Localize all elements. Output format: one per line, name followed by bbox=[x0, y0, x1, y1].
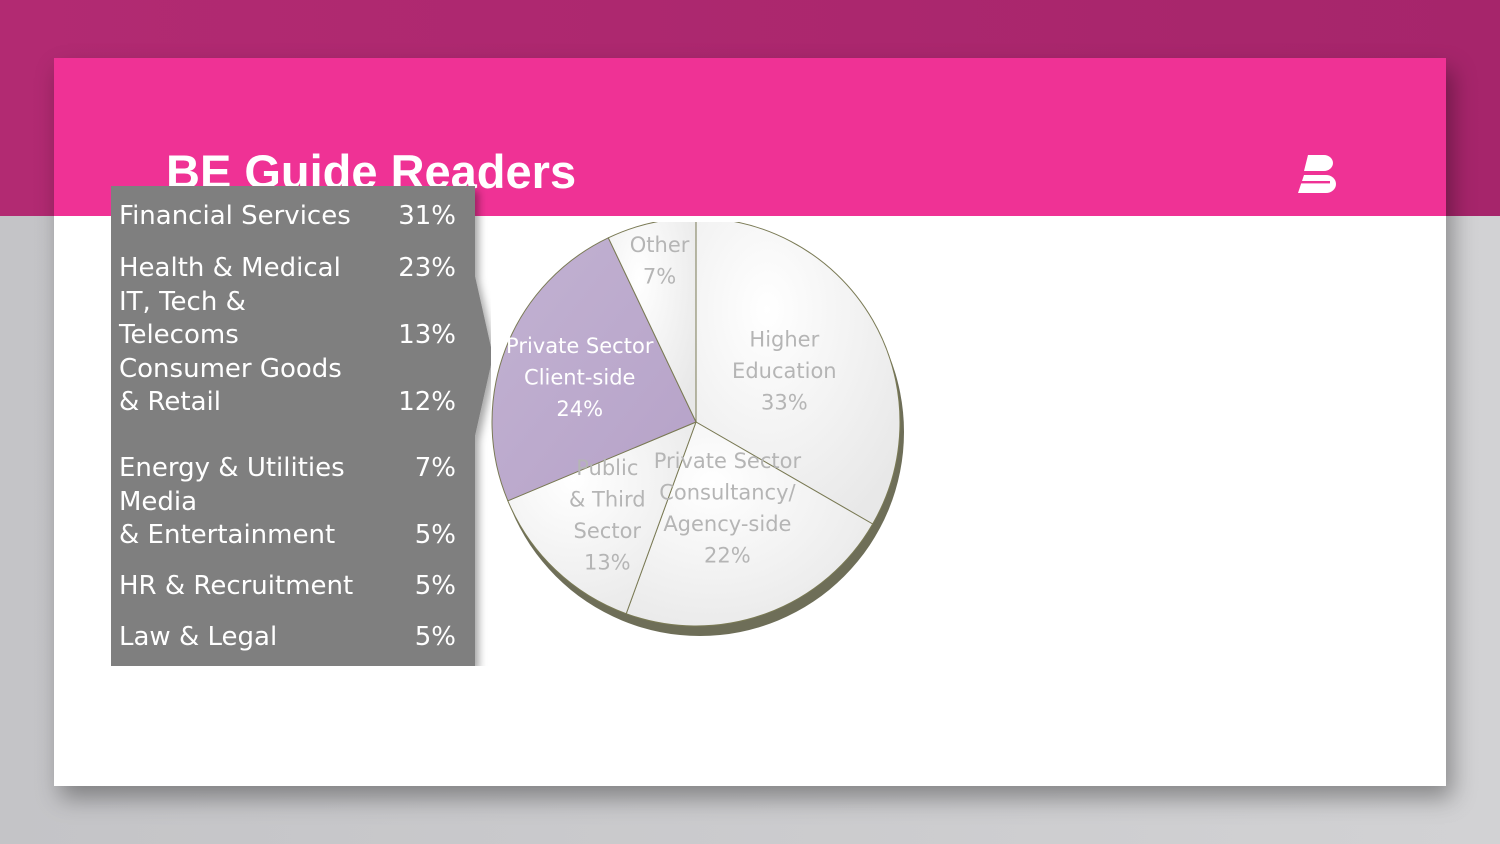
sector-label: Law & Legal bbox=[119, 622, 278, 652]
be-logo-icon bbox=[1296, 155, 1336, 193]
sector-value: 23% bbox=[398, 253, 456, 283]
sector-label: HR & Recruitment bbox=[119, 571, 354, 601]
pie-label-line: Private Sector bbox=[654, 449, 802, 473]
sector-value: 13% bbox=[398, 320, 456, 350]
pie-slice-label: Private Sector Client-side 24% bbox=[506, 334, 654, 421]
sector-row: Health & Medical 23% bbox=[119, 213, 456, 285]
sector-row: IT, Tech & Telecoms 13% bbox=[119, 280, 456, 352]
pie-label-line: Client-side bbox=[524, 366, 635, 390]
sector-row: Media & Entertainment 5% bbox=[119, 480, 456, 552]
sector-row: Consumer Goods & Retail 12% bbox=[119, 347, 456, 419]
sector-value: 31% bbox=[398, 201, 456, 231]
pie-label-line: Higher bbox=[749, 328, 819, 352]
pie-chart: Higher Education 33% Private Sector Consulta… bbox=[491, 222, 904, 636]
sector-value: 7% bbox=[414, 453, 456, 483]
pie-label-line: Education bbox=[732, 359, 837, 383]
pie-slice bbox=[507, 421, 697, 615]
pie-label-line: Private Sector bbox=[506, 334, 654, 358]
sector-value: 5% bbox=[414, 571, 456, 601]
sector-value: 12% bbox=[398, 387, 456, 417]
pie-slice-label: Higher Education 33% bbox=[732, 328, 837, 415]
sector-row: Financial Services 31% bbox=[119, 161, 456, 233]
pie-label-line: Public bbox=[576, 456, 638, 480]
pie-slice bbox=[695, 222, 901, 525]
sector-label: Energy & Utilities bbox=[119, 453, 345, 483]
sector-row: Law & Legal 5% bbox=[119, 582, 456, 654]
pie-slice-label: Public & Third Sector 13% bbox=[569, 456, 646, 575]
sector-row: Energy & Utilities 7% bbox=[119, 413, 456, 485]
pie-slice bbox=[491, 237, 697, 502]
sector-list-box bbox=[111, 186, 491, 666]
pie-label-line: Sector bbox=[574, 519, 642, 543]
sector-row: HR & Recruitment 5% bbox=[119, 531, 456, 603]
sector-label: Health & Medical bbox=[119, 253, 341, 283]
pie-label-line: 7% bbox=[643, 265, 676, 289]
pie-slice-label: Private Sector Consultancy/Agency-side 22% bbox=[654, 449, 802, 568]
pie-slice-label: Other 7% bbox=[630, 233, 690, 289]
sector-value: 5% bbox=[414, 622, 456, 652]
pie-slice bbox=[625, 421, 874, 627]
sector-label: Consumer Goods & Retail bbox=[119, 354, 342, 417]
sector-label: IT, Tech & Telecoms bbox=[119, 287, 246, 350]
pie-label-line: Agency-side bbox=[663, 512, 791, 536]
pie-label-line: Consultancy/ bbox=[659, 481, 796, 505]
pie-label-line: 13% bbox=[584, 550, 631, 574]
pie-label-line: 22% bbox=[704, 544, 751, 568]
pie-label-line: 33% bbox=[761, 391, 808, 415]
pie-label-line: Other bbox=[630, 233, 690, 257]
sector-value: 5% bbox=[414, 520, 456, 550]
pie-slice bbox=[607, 222, 697, 423]
sector-label: Financial Services bbox=[119, 201, 351, 231]
pie-label-line: 24% bbox=[556, 397, 603, 421]
sector-label: Media & Entertainment bbox=[119, 487, 336, 550]
pie-label-line: & Third bbox=[569, 487, 646, 511]
